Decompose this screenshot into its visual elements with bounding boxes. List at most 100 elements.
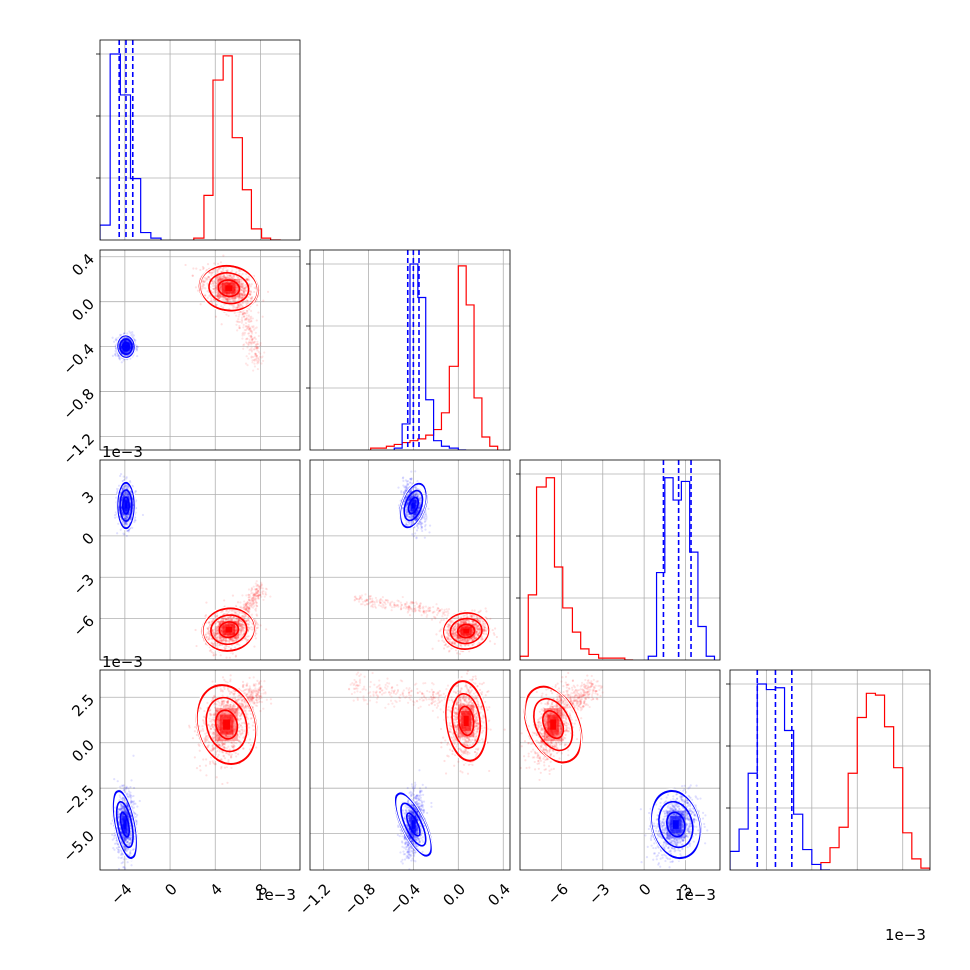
red-cluster-point <box>214 291 217 294</box>
red-cluster-point <box>207 276 210 279</box>
red-cluster-point <box>260 362 263 365</box>
red-cluster-point <box>250 297 253 300</box>
red-cluster-point <box>229 622 232 625</box>
red-cluster-point <box>232 609 235 612</box>
red-cluster-point <box>204 736 208 739</box>
blue-cluster-point <box>127 513 131 517</box>
red-cluster-point <box>255 614 259 617</box>
red-cluster-point <box>244 638 248 641</box>
red-cluster-point <box>252 348 255 351</box>
red-cluster-point <box>253 362 256 365</box>
red-cluster-point <box>215 738 218 741</box>
red-cluster-point <box>208 762 212 765</box>
red-cluster-point <box>216 718 219 721</box>
red-cluster-point <box>227 314 230 317</box>
red-cluster-point <box>231 639 235 642</box>
red-cluster-point <box>216 717 220 720</box>
red-cluster-point <box>248 608 251 611</box>
red-cluster-point <box>236 733 239 736</box>
red-cluster-point <box>257 594 260 597</box>
red-cluster-point <box>241 625 244 628</box>
red-cluster-point <box>233 690 237 693</box>
red-cluster-point <box>240 611 244 615</box>
red-cluster-point <box>216 280 219 283</box>
red-cluster-point <box>234 708 237 711</box>
red-cluster-point <box>218 737 221 740</box>
red-cluster-point <box>214 627 217 631</box>
red-cluster-point <box>235 628 238 631</box>
blue-cluster-point <box>120 510 124 513</box>
red-cluster-point <box>204 738 207 741</box>
red-cluster-point <box>220 702 224 705</box>
red-cluster-point <box>208 635 211 638</box>
red-cluster-point <box>235 638 238 642</box>
red-cluster-point <box>234 604 238 607</box>
red-cluster-point <box>213 634 216 637</box>
red-cluster-point <box>245 594 248 597</box>
red-cluster-point <box>223 742 226 745</box>
red-cluster-point <box>222 306 225 309</box>
blue-cluster-point <box>126 493 130 496</box>
red-cluster-point <box>256 594 259 598</box>
red-cluster-point <box>226 298 229 302</box>
red-cluster-point <box>218 275 221 278</box>
red-cluster-point <box>254 337 257 341</box>
red-cluster-point <box>215 303 218 306</box>
red-cluster-point <box>240 293 244 296</box>
red-cluster-point <box>241 294 244 297</box>
red-cluster-contour <box>217 279 241 298</box>
blue-histogram <box>393 263 467 450</box>
red-cluster-point <box>206 734 209 738</box>
red-cluster-point <box>224 734 228 737</box>
red-cluster-point <box>245 620 248 623</box>
red-cluster-point <box>229 648 232 651</box>
red-cluster-point <box>215 741 219 744</box>
red-cluster-point <box>244 637 247 640</box>
red-cluster-point <box>245 286 248 289</box>
red-cluster-point <box>204 294 207 297</box>
red-cluster-point <box>249 341 252 344</box>
red-cluster-point <box>252 594 255 597</box>
red-cluster-point <box>239 741 242 744</box>
red-cluster-point <box>237 619 240 622</box>
red-cluster-point <box>217 753 220 756</box>
blue-cluster-point <box>133 520 136 524</box>
red-cluster-point <box>253 593 256 596</box>
red-cluster-point <box>242 284 245 287</box>
red-cluster-point <box>237 713 240 716</box>
red-cluster-point <box>225 640 228 643</box>
red-cluster-point <box>251 596 254 600</box>
red-cluster-point <box>241 614 244 617</box>
red-cluster-point <box>247 315 250 318</box>
red-cluster-point <box>209 283 213 286</box>
red-cluster-point <box>228 274 231 277</box>
red-cluster-point <box>207 632 211 635</box>
red-cluster-point <box>213 281 216 284</box>
red-cluster-point <box>247 593 250 596</box>
blue-cluster-point <box>124 494 127 497</box>
red-cluster-point <box>260 581 263 584</box>
blue-cluster-point <box>119 528 122 531</box>
blue-cluster-point <box>123 494 126 497</box>
red-cluster-point <box>206 635 209 639</box>
red-cluster-point <box>227 753 230 756</box>
red-cluster-point <box>213 628 217 632</box>
red-cluster-point <box>232 275 236 279</box>
red-cluster-point <box>228 640 231 643</box>
red-cluster-point <box>248 603 251 607</box>
red-cluster-point <box>228 748 231 751</box>
red-cluster-point <box>245 278 249 281</box>
red-cluster-point <box>247 318 250 321</box>
red-cluster-point <box>227 616 230 619</box>
red-cluster-point <box>217 269 220 272</box>
red-cluster-point <box>232 744 236 747</box>
red-cluster-point <box>226 686 229 689</box>
blue-cluster-point <box>127 336 130 340</box>
red-cluster-point <box>248 320 251 324</box>
red-cluster-point <box>232 306 235 309</box>
red-cluster-point <box>257 361 260 364</box>
red-cluster-point <box>247 626 251 629</box>
red-cluster-point <box>241 301 244 304</box>
red-cluster-point <box>222 617 226 621</box>
red-cluster-point <box>249 293 252 296</box>
